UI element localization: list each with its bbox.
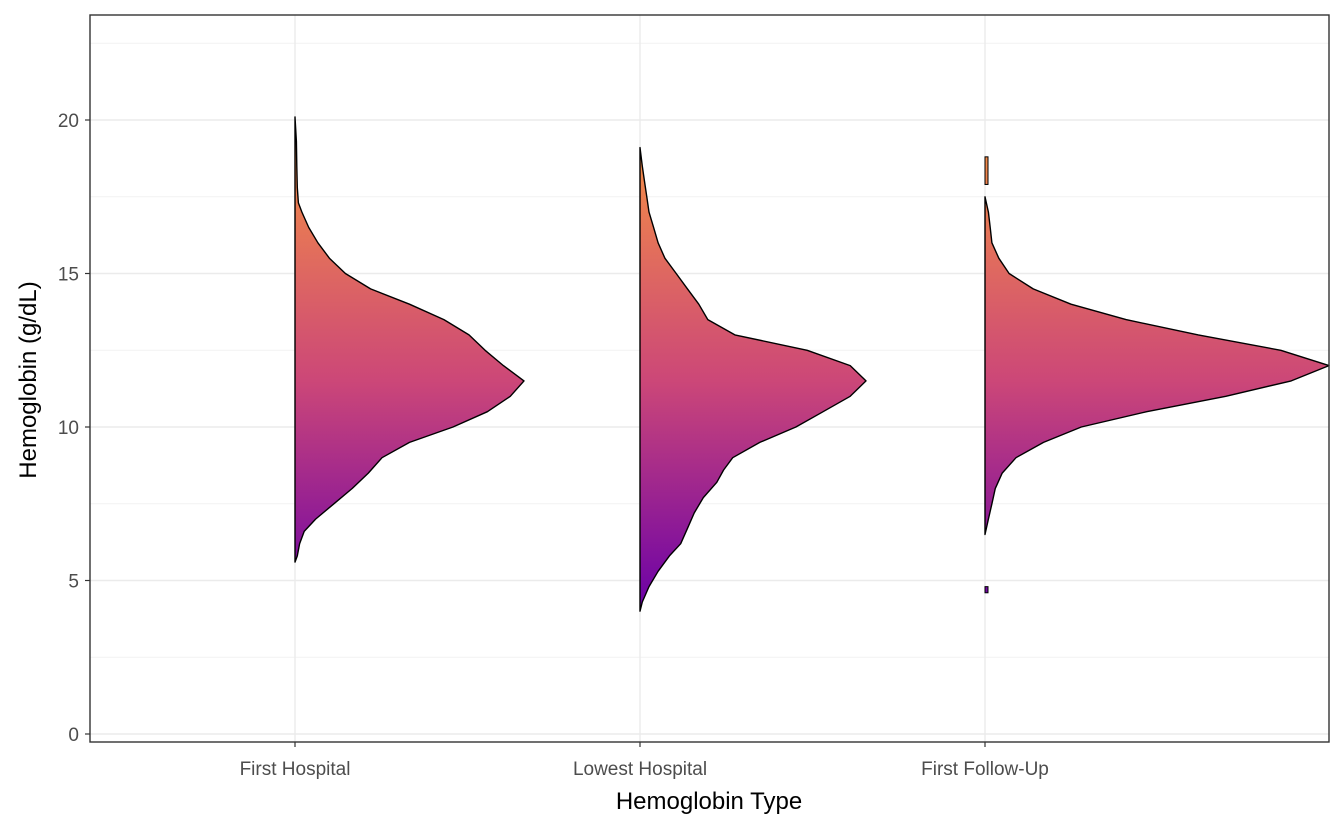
x-tick-label: Lowest Hospital xyxy=(573,759,707,780)
x-tick-label: First Follow-Up xyxy=(921,759,1049,780)
y-tick-label: 15 xyxy=(58,265,79,286)
panel-border xyxy=(89,14,1330,743)
violin-first-follow-up xyxy=(984,196,1330,536)
x-axis-title: Hemoglobin Type xyxy=(616,788,802,815)
y-axis-title: Hemoglobin (g/dL) xyxy=(15,281,42,478)
y-tick-label: 10 xyxy=(58,418,79,439)
y-tick-label: 20 xyxy=(58,111,79,132)
y-tick-label: 0 xyxy=(68,725,79,746)
violins xyxy=(294,116,1330,612)
y-axis: 0 5 10 15 20 xyxy=(58,111,90,746)
x-axis: First Hospital Lowest Hospital First Follo… xyxy=(240,742,1049,780)
violin-lowest-hospital xyxy=(639,146,867,612)
y-tick-label: 5 xyxy=(68,572,79,593)
violin-outlier-segment xyxy=(984,586,989,594)
violin-outlier-segment xyxy=(984,156,989,185)
x-tick-label: First Hospital xyxy=(240,759,351,780)
violin-first-hospital xyxy=(294,116,525,563)
